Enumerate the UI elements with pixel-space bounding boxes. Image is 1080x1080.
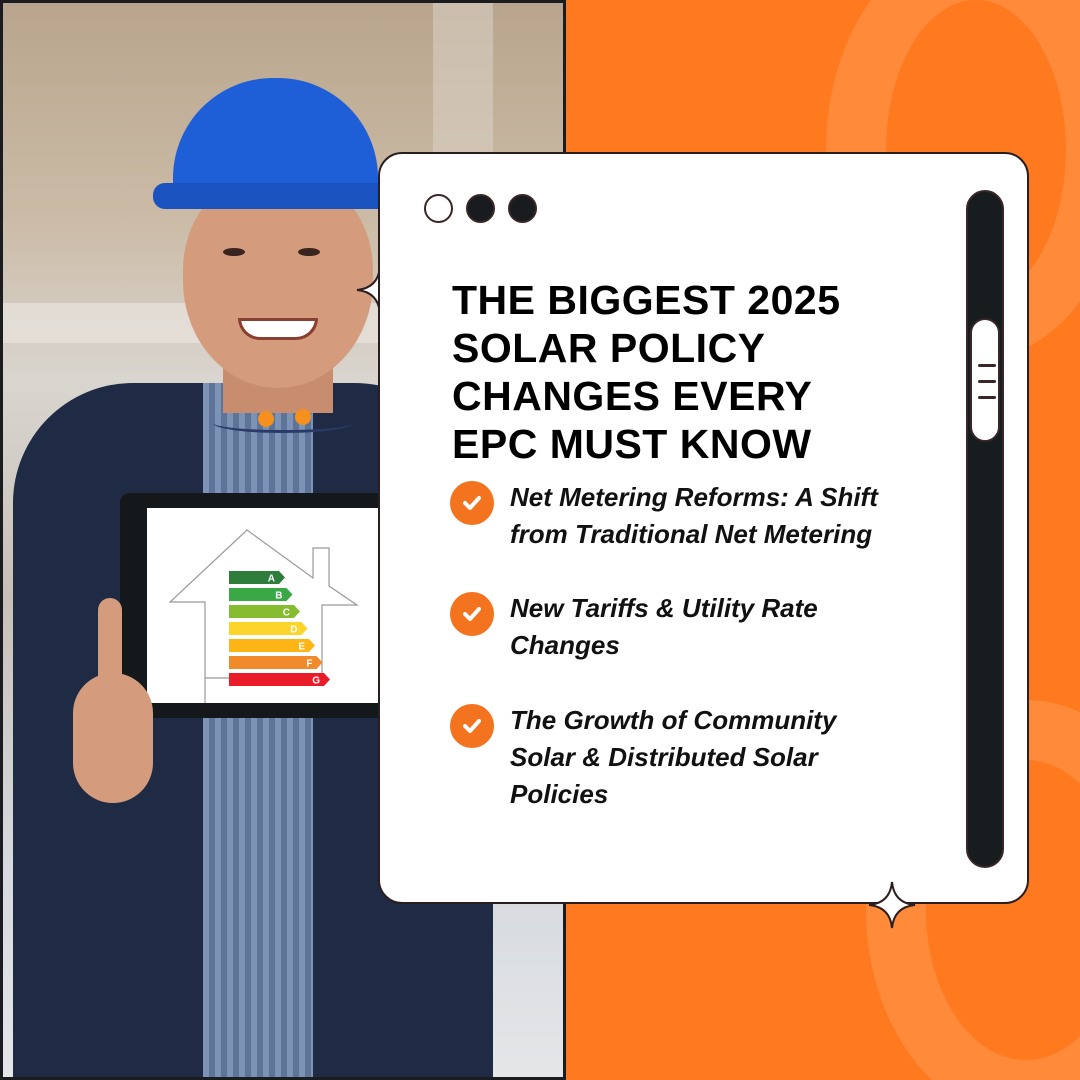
energy-bar-label: G <box>312 676 320 687</box>
energy-bar-label: D <box>290 625 297 636</box>
item-text: The Growth of Community <box>510 705 837 735</box>
title-line: THE BIGGEST 2025 <box>452 277 841 323</box>
list-item: The Growth of Community Solar & Distribut… <box>450 702 890 813</box>
title-line: EPC MUST KNOW <box>452 421 812 467</box>
energy-bar-label: B <box>275 591 282 602</box>
grip-line <box>978 396 996 399</box>
ear-plug <box>258 411 274 427</box>
eye-right <box>298 248 320 256</box>
ear-plug <box>295 409 311 425</box>
item-text: Solar & Distributed Solar <box>510 742 818 772</box>
energy-bar-d <box>229 622 308 635</box>
page-title: THE BIGGEST 2025 SOLAR POLICY CHANGES EV… <box>452 276 922 468</box>
energy-bar-b <box>229 588 293 601</box>
list-item: New Tariffs & Utility Rate Changes <box>450 590 890 664</box>
window-control-maximize[interactable] <box>466 194 495 223</box>
energy-bar-c <box>229 605 300 618</box>
window-control-minimize[interactable] <box>424 194 453 223</box>
finger <box>98 598 122 698</box>
item-text: Net Metering Reforms: A Shift <box>510 482 878 512</box>
grip-line <box>978 380 996 383</box>
scrollbar[interactable] <box>966 190 1004 868</box>
item-text: Policies <box>510 779 609 809</box>
energy-bar-e <box>229 639 315 652</box>
eye-left <box>223 248 245 256</box>
title-line: CHANGES EVERY <box>452 373 813 419</box>
energy-bar-label: E <box>298 642 305 653</box>
shirt <box>203 383 313 1077</box>
item-text: New Tariffs & Utility Rate <box>510 593 818 623</box>
energy-bar-label: F <box>306 659 312 670</box>
energy-bar-f <box>229 656 323 669</box>
smile <box>238 318 318 340</box>
item-text: from Traditional Net Metering <box>510 519 873 549</box>
item-text: Changes <box>510 630 620 660</box>
title-line: SOLAR POLICY <box>452 325 766 371</box>
energy-bar-label: C <box>283 608 290 619</box>
grip-line <box>978 364 996 367</box>
ear-plug-cord <box>213 413 353 433</box>
house-outline-icon <box>168 529 359 708</box>
check-circle-icon <box>450 592 494 636</box>
energy-bar-a <box>229 571 285 584</box>
energy-bar-g <box>229 673 330 686</box>
check-circle-icon <box>450 481 494 525</box>
energy-bar-label: A <box>268 574 275 585</box>
browser-window-card: THE BIGGEST 2025 SOLAR POLICY CHANGES EV… <box>378 152 1029 904</box>
window-control-close[interactable] <box>508 194 537 223</box>
hard-hat <box>173 78 378 198</box>
hard-hat-brim <box>153 183 398 209</box>
sparkle-icon <box>868 881 916 929</box>
scrollbar-thumb[interactable] <box>970 318 1000 442</box>
check-circle-icon <box>450 704 494 748</box>
list-item: Net Metering Reforms: A Shift from Tradit… <box>450 479 890 553</box>
